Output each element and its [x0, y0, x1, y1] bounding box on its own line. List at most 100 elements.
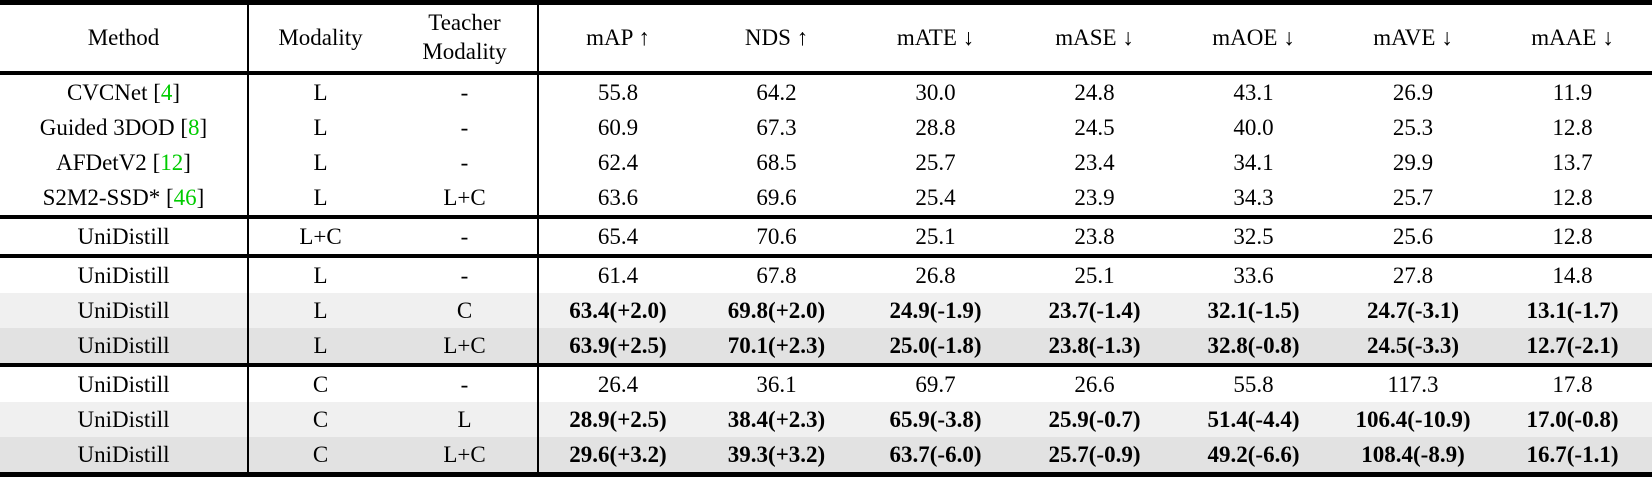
map-value-cell: 65.4 [538, 215, 697, 256]
modality-cell: L [313, 79, 328, 105]
nds-value-cell: 36.1 [697, 363, 856, 402]
mave-value-cell: 108.4(-8.9) [1333, 437, 1493, 475]
teacher-modality-line1: Teacher [428, 10, 501, 36]
col-header-method: Method [0, 2, 249, 75]
mave-value-cell: 24.7(-3.1) [1333, 293, 1493, 328]
table-row: UniDistill L+C -65.4 70.6 25.1 23.8 32.5 25.6 12… [0, 215, 1652, 256]
mave-value-cell: 117.3 [1333, 363, 1493, 402]
mave-value-cell: 25.3 [1392, 114, 1434, 140]
modality-cell: L [313, 184, 328, 210]
citation-link[interactable]: 4 [160, 79, 173, 105]
citation-link[interactable]: 8 [188, 114, 200, 140]
maoe-value-cell: 33.6 [1174, 254, 1333, 293]
citation-link[interactable]: 12 [160, 149, 184, 175]
mave-value-cell: 25.6 [1333, 215, 1493, 256]
teacher-modality-cell: - [392, 145, 539, 180]
mase-value-cell: 24.8 [1074, 79, 1115, 105]
nds-value-cell: 68.5 [756, 149, 797, 175]
teacher-modality-cell: L+C [392, 180, 539, 217]
table-row: UniDistill L C 63.4(+2.0) 69.8(+2.0) 24.9(-1.… [0, 293, 1652, 328]
table-row: S2M2-SSD* [46] L L+C 63.6 69.6 25.4 23.9 34.3 25… [0, 180, 1652, 217]
nds-value-cell: 69.8(+2.0) [697, 293, 856, 328]
modality-cell: L [313, 149, 328, 175]
col-header-nds: NDS ↑ [697, 2, 856, 75]
map-value-cell: 60.9 [597, 114, 639, 140]
modality-cell: L+C [248, 215, 392, 256]
col-header-mave: mAVE ↓ [1333, 2, 1493, 75]
map-value-cell: 55.8 [597, 79, 639, 105]
modality-cell: L [313, 114, 328, 140]
maae-value-cell: 13.7 [1552, 149, 1593, 175]
mate-value-cell: 69.7 [856, 363, 1015, 402]
mase-value-cell: 25.1 [1015, 254, 1174, 293]
method-cell: CVCNet [4] [0, 73, 249, 110]
mase-value-cell: 23.9 [1074, 184, 1115, 210]
method-cell: S2M2-SSD* [46] [0, 180, 249, 217]
table-row: UniDistill C L+C 29.6(+3.2) 39.3(+3.2) 63.7(-… [0, 437, 1652, 475]
nds-value-cell: 67.3 [756, 114, 797, 140]
teacher-modality-cell: - [392, 363, 539, 402]
mave-value-cell: 24.5(-3.3) [1333, 328, 1493, 365]
mave-value-cell: 26.9 [1392, 79, 1434, 105]
col-header-maae: mAAE ↓ [1493, 2, 1652, 75]
modality-cell: C [248, 437, 392, 475]
mase-value-cell: 23.4 [1074, 149, 1115, 175]
teacher-modality-cell: - [392, 254, 539, 293]
method-cell: UniDistill [0, 437, 249, 475]
mase-value-cell: 24.5 [1074, 114, 1115, 140]
maoe-value-cell: 32.8(-0.8) [1174, 328, 1333, 365]
maoe-value-cell: 49.2(-6.6) [1174, 437, 1333, 475]
col-header-mate: mATE ↓ [856, 2, 1015, 75]
nds-value-cell: 38.4(+2.3) [697, 402, 856, 437]
mase-value-cell: 23.8(-1.3) [1015, 328, 1174, 365]
nds-value-cell: 70.1(+2.3) [697, 328, 856, 365]
mate-value-cell: 26.8 [856, 254, 1015, 293]
col-header-teacher-modality: Teacher Modality [392, 2, 539, 75]
teacher-modality-cell: - [392, 215, 539, 256]
maae-value-cell: 16.7(-1.1) [1493, 437, 1652, 475]
teacher-modality-line2: Modality [422, 39, 507, 64]
maoe-value-cell: 51.4(-4.4) [1174, 402, 1333, 437]
table-row: Guided 3DOD [8] L - 60.9 67.3 28.8 24.5 40.0 25.… [0, 110, 1652, 145]
nds-value-cell: 64.2 [756, 79, 797, 105]
col-header-mase: mASE ↓ [1015, 2, 1174, 75]
map-value-cell: 63.9(+2.5) [538, 328, 697, 365]
nds-value-cell: 39.3(+3.2) [697, 437, 856, 475]
mate-value-cell: 63.7(-6.0) [856, 437, 1015, 475]
mate-value-cell: 25.0(-1.8) [856, 328, 1015, 365]
map-value-cell: 62.4 [597, 149, 639, 175]
map-value-cell: 28.9(+2.5) [538, 402, 697, 437]
citation-link[interactable]: 46 [173, 184, 197, 210]
map-value-cell: 29.6(+3.2) [538, 437, 697, 475]
mase-value-cell: 25.7(-0.9) [1015, 437, 1174, 475]
maoe-value-cell: 43.1 [1233, 79, 1274, 105]
mave-value-cell: 25.7 [1392, 184, 1434, 210]
maoe-value-cell: 32.5 [1174, 215, 1333, 256]
maae-value-cell: 14.8 [1493, 254, 1652, 293]
maoe-value-cell: 34.1 [1233, 149, 1274, 175]
maoe-value-cell: 55.8 [1174, 363, 1333, 402]
maae-value-cell: 13.1(-1.7) [1493, 293, 1652, 328]
method-cell: UniDistill [0, 254, 249, 293]
table-header: Method Modality Teacher Modality mAP ↑ N… [0, 2, 1652, 75]
maae-value-cell: 12.8 [1552, 114, 1593, 140]
method-cell: UniDistill [0, 293, 249, 328]
mave-value-cell: 27.8 [1333, 254, 1493, 293]
table-row: UniDistill L -61.4 67.8 26.8 25.1 33.6 27.8 14.8 [0, 254, 1652, 293]
mate-value-cell: 25.7 [915, 149, 956, 175]
modality-cell: C [248, 402, 392, 437]
nds-value-cell: 70.6 [697, 215, 856, 256]
method-cell: UniDistill [0, 328, 249, 365]
mate-value-cell: 65.9(-3.8) [856, 402, 1015, 437]
maoe-value-cell: 32.1(-1.5) [1174, 293, 1333, 328]
table-row: UniDistill C -26.4 36.1 69.7 26.6 55.8 117.3 17.… [0, 363, 1652, 402]
mate-value-cell: 25.4 [915, 184, 956, 210]
mave-value-cell: 29.9 [1392, 149, 1434, 175]
method-cell: UniDistill [0, 215, 249, 256]
mase-value-cell: 23.7(-1.4) [1015, 293, 1174, 328]
table-row: UniDistill C L 28.9(+2.5) 38.4(+2.3) 65.9(-3.… [0, 402, 1652, 437]
nds-value-cell: 67.8 [697, 254, 856, 293]
maoe-value-cell: 40.0 [1233, 114, 1274, 140]
modality-cell: L [248, 254, 392, 293]
